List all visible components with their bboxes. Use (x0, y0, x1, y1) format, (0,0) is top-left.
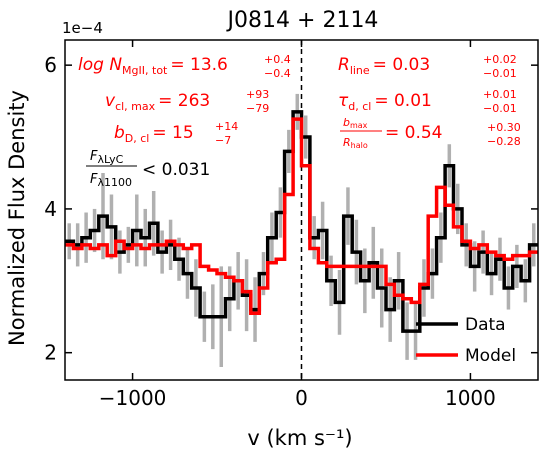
plot-area (65, 40, 538, 380)
y-tick-label: 4 (44, 197, 57, 221)
svg-text:−7: −7 (215, 134, 231, 147)
x-tick-label: 0 (295, 386, 308, 410)
axis-ticks: −1000 0 1000 2 4 6 (44, 40, 538, 410)
svg-text:+0.30: +0.30 (487, 121, 521, 134)
x-axis-label: v (km s⁻¹) (247, 426, 352, 450)
legend-data-label: Data (465, 315, 506, 335)
annotation-logN: log NMgII, tot = 13.6 +0.4 −0.4 (78, 53, 291, 80)
svg-text:Fλ1100: Fλ1100 (90, 172, 132, 189)
annotation-bratio: bmax Rhalo = 0.54 +0.30 −0.28 (340, 116, 521, 150)
legend-model-label: Model (465, 346, 516, 366)
svg-text:bmax: bmax (343, 116, 368, 130)
annotation-bD: bD, cl = 15 +14 −7 (114, 120, 238, 147)
y-multiplier: 1e−4 (62, 19, 103, 37)
svg-text:vcl, max= 263: vcl, max = 263 (105, 91, 210, 113)
svg-text:+0.4: +0.4 (264, 53, 291, 66)
svg-text:−0.01: −0.01 (483, 102, 517, 115)
y-tick-label: 2 (44, 341, 57, 365)
svg-text:< 0.031: < 0.031 (142, 160, 210, 180)
annotation-tau: τd, cl = 0.01 +0.01 −0.01 (338, 88, 517, 115)
svg-text:+93: +93 (246, 88, 269, 101)
svg-text:bD, cl= 15: bD, cl = 15 (114, 123, 194, 145)
svg-text:−0.28: −0.28 (487, 135, 521, 148)
annotation-flux-ratio: FλLyC Fλ1100 < 0.031 (86, 149, 210, 189)
x-tick-label: 1000 (445, 386, 496, 410)
plot-frame (64, 39, 539, 381)
svg-text:FλLyC: FλLyC (90, 149, 124, 166)
annotation-Rline: Rline = 0.03 +0.02 −0.01 (338, 53, 517, 80)
svg-text:τd, cl= 0.01: τd, cl = 0.01 (338, 91, 432, 113)
svg-text:−79: −79 (246, 102, 269, 115)
svg-text:+0.02: +0.02 (483, 53, 517, 66)
legend: Data Model (416, 315, 516, 366)
annotation-vcl: vcl, max = 263 +93 −79 (105, 88, 269, 115)
svg-text:+14: +14 (215, 120, 238, 133)
model-series-line (65, 117, 538, 315)
x-tick-label: −1000 (99, 386, 167, 410)
y-axis-label: Normalized Flux Density (5, 90, 29, 346)
svg-text:log NMgII, tot= 13.6: log NMgII, tot = 13.6 (78, 55, 228, 77)
y-tick-label: 6 (44, 53, 57, 77)
svg-text:−0.01: −0.01 (483, 67, 517, 80)
svg-text:Rhalo: Rhalo (343, 136, 368, 150)
svg-text:+0.01: +0.01 (483, 88, 517, 101)
svg-text:Rline= 0.03: Rline = 0.03 (338, 55, 430, 77)
svg-text:−0.4: −0.4 (264, 67, 291, 80)
svg-text:= 0.54: = 0.54 (385, 123, 443, 143)
chart-title: J0814 + 2114 (226, 8, 379, 33)
